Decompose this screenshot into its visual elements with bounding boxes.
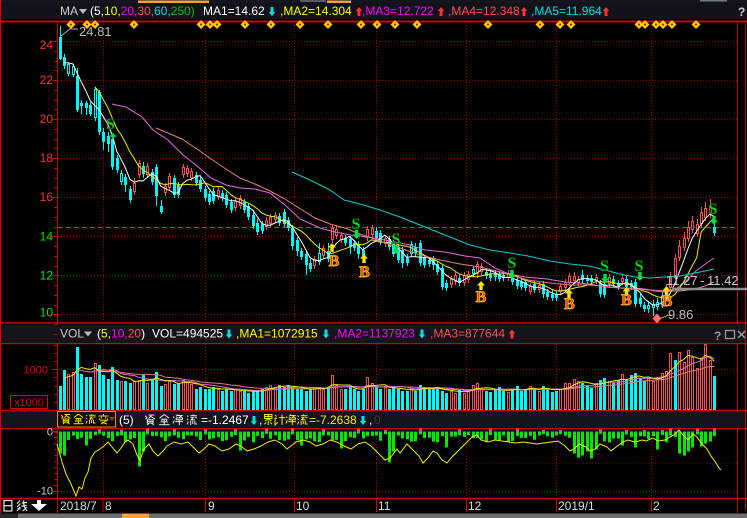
svg-text:,MA2=1137923: ,MA2=1137923 [334,327,415,341]
svg-text:0: 0 [374,413,381,427]
svg-text:(5,10,20): (5,10,20) [97,327,145,341]
svg-text:=-1.2467: =-1.2467 [201,413,249,427]
svg-text:(5,10,20,30,60,250): (5,10,20,30,60,250) [90,4,195,18]
svg-text:20: 20 [40,112,54,126]
svg-text:=-7.2638: =-7.2638 [309,413,357,427]
svg-text:,MA2=14.304: ,MA2=14.304 [280,4,352,18]
svg-text:?: ? [714,329,721,343]
svg-text:MA1=14.62: MA1=14.62 [203,4,265,18]
svg-text:10: 10 [40,305,54,319]
svg-text:S: S [106,116,115,133]
svg-text:11.27: 11.27 [666,273,698,288]
svg-text:?: ? [738,5,745,19]
svg-text:-: - [700,273,704,288]
svg-text:S: S [508,255,517,272]
svg-text:18: 18 [40,151,54,165]
svg-text:2019/1: 2019/1 [558,499,595,513]
svg-text:0: 0 [47,427,53,439]
svg-text:,MA5=11.964: ,MA5=11.964 [531,4,602,18]
svg-text:10: 10 [296,499,310,513]
svg-text:S: S [392,231,401,248]
svg-text:x1000: x1000 [14,397,44,409]
svg-text:12: 12 [40,268,54,282]
svg-text:S: S [352,216,361,233]
svg-text:8: 8 [105,499,112,513]
svg-text:S: S [635,258,644,275]
svg-text:,MA1=1072915: ,MA1=1072915 [236,327,318,341]
svg-text:12: 12 [468,499,482,513]
svg-text:24.81: 24.81 [79,24,112,39]
svg-text:,: , [259,413,262,427]
svg-text:,MA4=12.348: ,MA4=12.348 [448,4,520,18]
svg-text:MA: MA [60,4,78,18]
svg-text:11.42: 11.42 [707,273,739,288]
svg-text:9.86: 9.86 [668,307,693,322]
svg-text:,MA3=12.722: ,MA3=12.722 [362,4,434,18]
svg-text:VOL=494525: VOL=494525 [152,327,223,341]
svg-text:1000: 1000 [24,365,48,377]
svg-text:2018/7: 2018/7 [60,499,97,513]
svg-text:9: 9 [208,499,215,513]
svg-text:B: B [476,289,487,306]
svg-text:B: B [329,253,340,270]
svg-text:S: S [709,201,718,218]
svg-text:S: S [600,258,609,275]
svg-text:,: , [369,413,372,427]
svg-text:,MA3=877644: ,MA3=877644 [430,327,505,341]
svg-text:22: 22 [40,73,54,87]
svg-text:11: 11 [378,499,391,513]
svg-text:B: B [564,296,575,313]
svg-text:14: 14 [40,229,54,243]
svg-text:(5): (5) [119,413,134,427]
svg-text:B: B [662,293,673,310]
svg-text:VOL: VOL [60,327,84,341]
svg-text:B: B [621,292,632,309]
svg-text:-10: -10 [37,486,53,498]
svg-text:B: B [359,264,370,281]
svg-text:16: 16 [40,190,54,204]
svg-text:24: 24 [40,38,54,52]
svg-text:2: 2 [653,499,660,513]
